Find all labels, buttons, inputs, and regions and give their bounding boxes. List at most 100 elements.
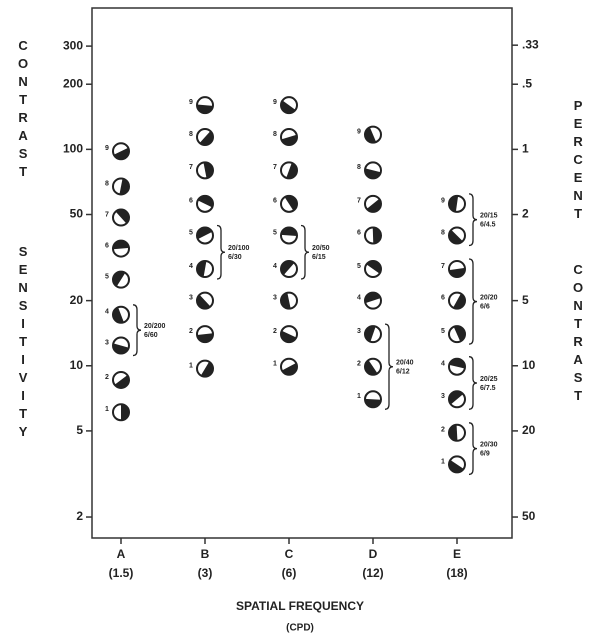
y-tick-label: 5 [76,423,83,437]
bracket [300,224,310,280]
x-tick-sublabel: (18) [446,566,467,580]
patch-number: 3 [105,339,109,346]
patch [448,390,466,409]
patch-grating [113,307,124,323]
patch-number: 5 [441,328,445,335]
patch-number: 2 [357,361,361,368]
patch [280,161,298,180]
patch [196,128,214,147]
patch [364,226,382,245]
patch-number: 1 [441,458,445,465]
patch [364,390,382,409]
patch-grating [197,195,213,208]
patch [112,239,130,258]
patch-grating [197,333,213,343]
patch [196,96,214,115]
y2-label: PERCENT [571,98,586,224]
y2-tick-label: 50 [522,509,536,523]
bracket [132,304,142,357]
patch-grating [281,362,297,375]
patch-grating [449,459,464,473]
patch-grating [113,343,129,354]
patch [448,194,466,213]
patch-number: 8 [357,164,361,171]
patch-number: 3 [357,328,361,335]
patch [364,161,382,180]
x-label: SPATIAL FREQUENCY [236,599,364,613]
acuity-label: 6/6 [480,303,490,310]
patch [364,325,382,344]
y2-tick-label: 20 [522,423,536,437]
bracket [468,356,478,410]
x-tick-sublabel: (3) [198,566,213,580]
patch-number: 1 [105,406,109,413]
acuity-label: 6/9 [480,450,490,457]
patch [448,259,466,278]
patch [364,291,382,310]
patch-number: 3 [273,294,277,301]
patch [364,357,382,376]
patch [196,325,214,344]
x-tick-label: D [369,547,378,561]
patch [448,325,466,344]
patch-grating [449,358,465,369]
x-label: (CPD) [286,623,314,634]
patch-grating [365,398,381,408]
patch-number: 1 [189,362,193,369]
y2-label: CONTRAST [571,262,586,406]
patch [112,403,130,422]
patch-grating [197,294,211,309]
patch-number: 5 [105,273,109,280]
patch-grating [365,360,378,375]
patch [112,370,130,389]
y2-tick-label: 10 [522,358,536,372]
patch-number: 7 [105,211,109,218]
patch-number: 7 [441,263,445,270]
x-tick-label: E [453,547,461,561]
patch-number: 7 [273,164,277,171]
patch-grating [453,293,465,309]
patch-grating [197,104,213,114]
patch-number: 6 [441,294,445,301]
patch [196,359,214,378]
y-tick-label: 200 [63,76,83,90]
patch-grating [113,271,126,287]
patch [280,128,298,147]
x-tick-sublabel: (12) [362,566,383,580]
patch-grating [366,261,381,274]
patch [112,305,130,324]
acuity-label: 20/20 [480,294,498,301]
patch-number: 7 [189,164,193,171]
patch-number: 3 [189,294,193,301]
y-tick-label: 300 [63,38,83,52]
patch-number: 8 [273,131,277,138]
patch-grating [197,261,207,277]
patch-grating [203,162,213,179]
patch-number: 4 [357,294,361,301]
acuity-label: 20/50 [312,245,330,252]
patch [364,194,382,213]
patch-number: 9 [273,99,277,106]
patch-grating [121,404,129,421]
patch-grating [372,227,381,244]
patch-grating [281,292,291,309]
y2-tick-label: .33 [522,37,539,51]
x-tick-sublabel: (1.5) [109,566,134,580]
patch [112,208,130,227]
patch-grating [281,100,296,114]
patch-number: 5 [189,229,193,236]
patch [112,177,130,196]
acuity-label: 6/4.5 [480,222,496,229]
patch-grating [113,147,129,160]
patch-number: 3 [441,393,445,400]
patch-number: 8 [441,229,445,236]
y2-tick-label: 2 [522,207,529,221]
patch-number: 1 [273,361,277,368]
patch-grating [449,267,465,277]
x-tick-label: B [201,547,210,561]
patch [364,125,382,144]
patch-number: 6 [105,242,109,249]
patch-grating [200,361,213,377]
patch-grating [365,326,376,342]
